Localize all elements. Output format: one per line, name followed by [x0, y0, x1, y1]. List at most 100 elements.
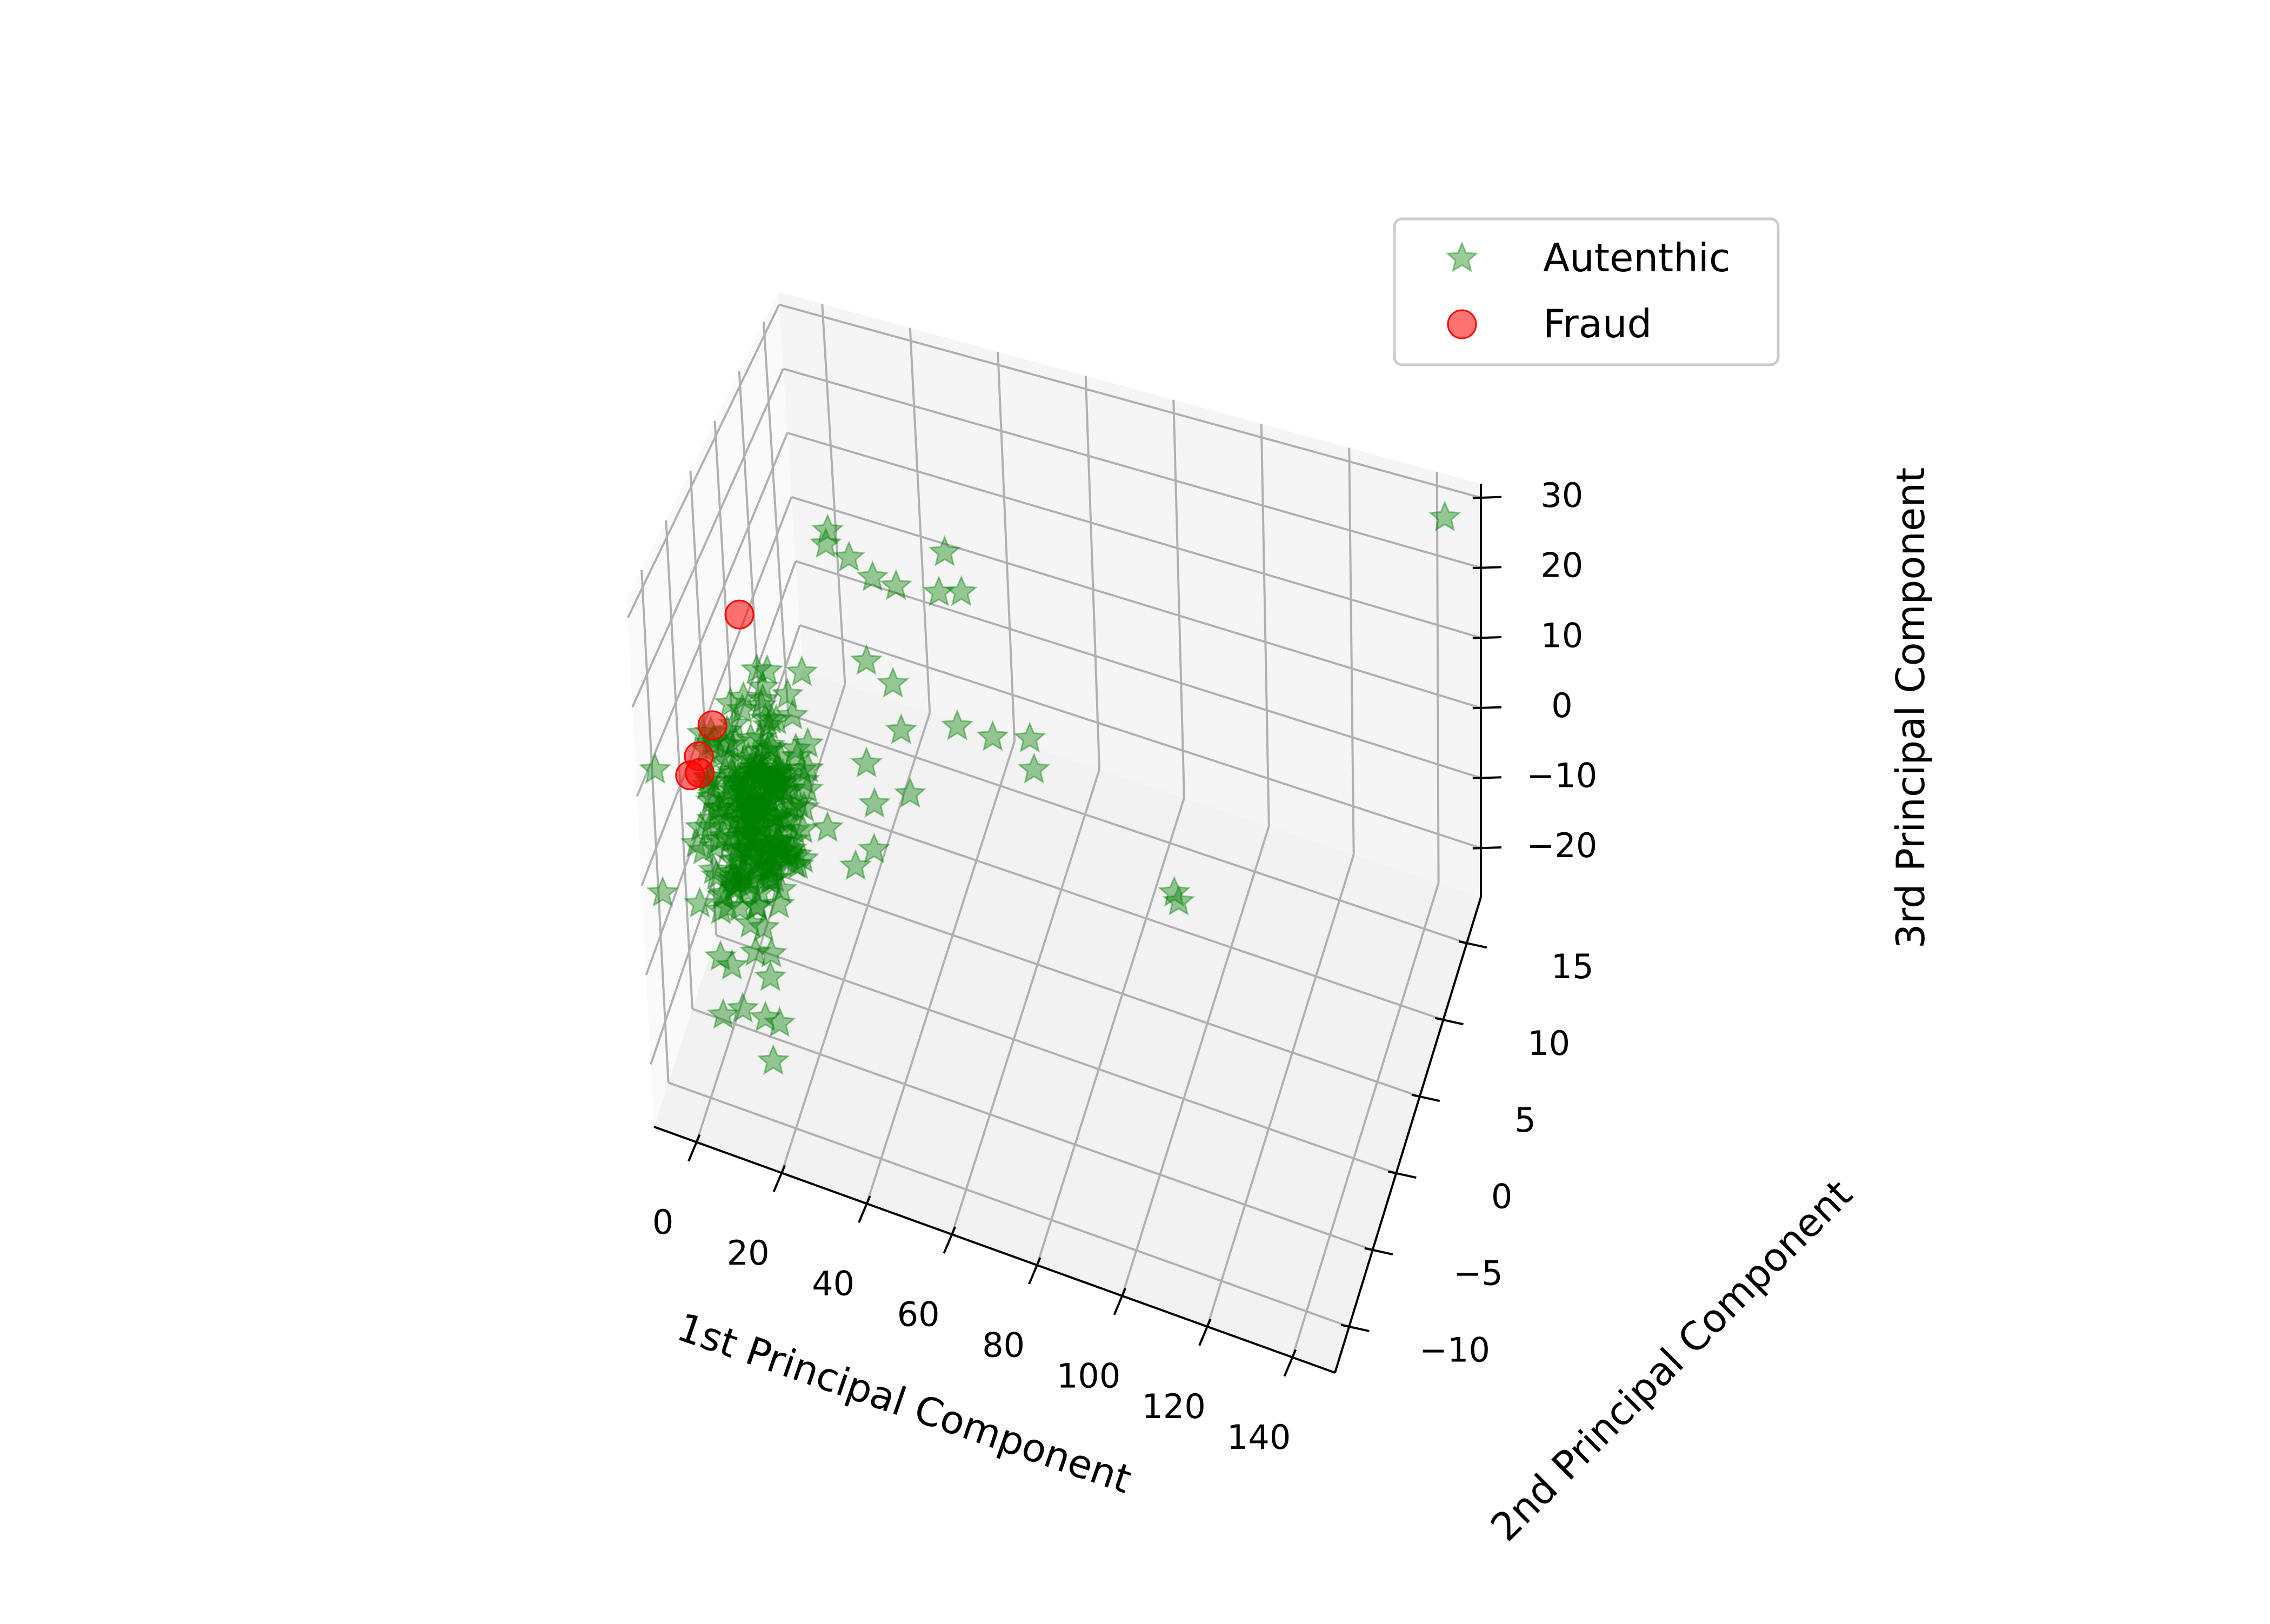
autenthic-point	[751, 709, 785, 740]
legend: Autenthic Fraud	[1393, 217, 1780, 366]
fraud-point	[697, 710, 727, 740]
z-grid-line-back	[778, 303, 1481, 499]
autenthic-point	[717, 855, 750, 887]
autenthic-point	[774, 791, 807, 823]
autenthic-point	[705, 798, 739, 830]
autenthic-point	[751, 768, 785, 800]
y-tick-tick	[1458, 940, 1487, 949]
autenthic-point	[715, 754, 748, 786]
autenthic-point	[769, 843, 803, 874]
autenthic-point	[708, 728, 742, 760]
y-tick-label: 5	[1514, 1100, 1535, 1140]
y-grid-line-floor	[740, 860, 1420, 1098]
z-grid-line-back	[783, 367, 1481, 569]
autenthic-point	[778, 813, 811, 845]
y-tick-tick	[1364, 1247, 1393, 1255]
autenthic-point	[713, 773, 746, 805]
autenthic-point	[856, 560, 889, 592]
autenthic-point	[731, 764, 764, 796]
autenthic-point	[719, 786, 752, 818]
autenthic-point	[720, 862, 753, 894]
autenthic-point	[638, 752, 672, 784]
autenthic-point	[711, 744, 745, 776]
autenthic-point	[751, 827, 785, 859]
autenthic-point	[773, 837, 806, 868]
autenthic-point	[1162, 884, 1196, 916]
z-tick-label: −20	[1526, 826, 1597, 865]
autenthic-point	[739, 792, 772, 823]
y-grid-line-floor	[667, 1081, 1350, 1328]
autenthic-point	[757, 1044, 790, 1075]
autenthic-point	[740, 888, 773, 920]
x-tick-label: 20	[727, 1233, 770, 1273]
autenthic-point	[731, 874, 765, 906]
autenthic-point	[928, 535, 962, 566]
x-tick-label: 40	[812, 1264, 854, 1304]
scatter-points	[638, 500, 1461, 1075]
autenthic-point	[721, 842, 754, 874]
x-grid-line-floor	[951, 769, 1100, 1235]
autenthic-point	[733, 794, 766, 826]
autenthic-point	[753, 960, 787, 992]
x-tick-label: 0	[652, 1202, 673, 1242]
autenthic-point	[745, 754, 778, 786]
autenthic-point	[760, 751, 794, 783]
autenthic-point	[723, 891, 756, 922]
z-grid-line-back	[787, 432, 1481, 639]
autenthic-point	[739, 830, 772, 862]
autenthic-point	[739, 823, 773, 855]
autenthic-point	[737, 819, 770, 850]
autenthic-point	[713, 686, 747, 718]
autenthic-point	[762, 825, 795, 856]
autenthic-point	[734, 863, 767, 894]
autenthic-point	[739, 785, 772, 817]
fraud-point	[685, 758, 715, 788]
x-grid-line-back	[1260, 424, 1270, 826]
autenthic-point	[726, 991, 759, 1023]
autenthic-point	[782, 848, 815, 879]
autenthic-point	[786, 812, 819, 844]
autenthic-point	[839, 848, 872, 880]
y-tick-tick	[1435, 1017, 1464, 1026]
autenthic-point	[720, 820, 754, 852]
autenthic-point	[729, 820, 763, 852]
z-axis-label: 3rd Principal Component	[1888, 467, 1933, 948]
autenthic-point	[773, 772, 807, 804]
y-grid-line-wall	[738, 371, 766, 788]
autenthic-point	[696, 802, 729, 834]
autenthic-point	[758, 830, 792, 862]
autenthic-point	[777, 790, 811, 821]
autenthic-point	[686, 833, 720, 865]
y-tick-label: −5	[1453, 1254, 1503, 1293]
x-grid-line-floor	[1206, 854, 1355, 1327]
autenthic-point	[747, 910, 780, 942]
z-grid-line-back	[791, 496, 1481, 709]
autenthic-point	[726, 772, 760, 804]
autenthic-point	[776, 698, 809, 730]
autenthic-point	[717, 844, 750, 875]
x-grid-line-floor	[780, 712, 931, 1173]
autenthic-point	[734, 751, 767, 783]
autenthic-point	[857, 832, 891, 864]
autenthic-point	[763, 739, 797, 771]
autenthic-point	[767, 773, 800, 805]
autenthic-point	[717, 869, 751, 901]
autenthic-point	[683, 886, 717, 918]
autenthic-point	[876, 666, 910, 698]
autenthic-point	[715, 763, 749, 795]
autenthic-point	[739, 805, 772, 837]
autenthic-point	[759, 775, 792, 807]
x-grid-line-floor	[695, 684, 846, 1143]
z-tick-label: 20	[1540, 546, 1583, 585]
autenthic-point	[785, 753, 818, 784]
z-grid-line-wall	[645, 560, 797, 975]
autenthic-point	[732, 740, 765, 772]
autenthic-point	[791, 772, 824, 804]
autenthic-point	[744, 755, 778, 786]
autenthic-point	[703, 823, 737, 854]
autenthic-point	[767, 773, 800, 805]
autenthic-point	[717, 860, 750, 892]
autenthic-point	[759, 828, 793, 860]
autenthic-point	[732, 816, 765, 847]
